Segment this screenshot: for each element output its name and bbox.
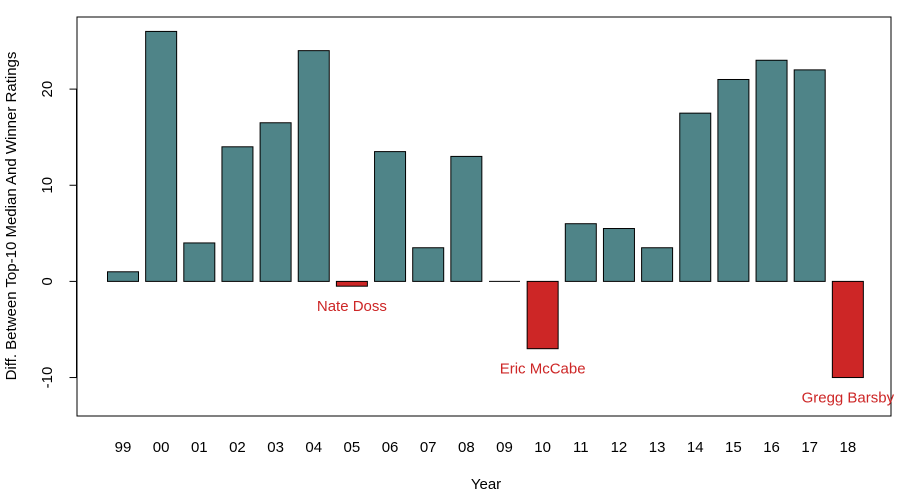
x-tick-label-06: 06 — [382, 439, 399, 456]
bar-01 — [183, 242, 216, 282]
annotation-10: Eric McCabe — [500, 361, 586, 378]
bar-08 — [450, 155, 483, 282]
x-tick-labels: 99 00 01 02 03 04 05 06 07 08 09 10 11 12 13 14 15 16 17 18 — [115, 439, 857, 456]
x-tick-label-03: 03 — [267, 439, 284, 456]
y-tick-label: 10 — [39, 177, 56, 194]
bar-04 — [297, 50, 330, 282]
x-tick-label-07: 07 — [420, 439, 437, 456]
bar-02 — [221, 146, 254, 282]
bar-11 — [564, 223, 597, 282]
x-tick-label-02: 02 — [229, 439, 246, 456]
y-tick-label: 0 — [39, 277, 56, 285]
annotation-18: Gregg Barsby — [802, 390, 895, 407]
x-tick-label-08: 08 — [458, 439, 475, 456]
annotations: Nate Doss Eric McCabe Gregg Barsby — [317, 298, 895, 406]
bar-16 — [755, 59, 788, 282]
x-tick-label-13: 13 — [649, 439, 666, 456]
x-tick-label-16: 16 — [763, 439, 780, 456]
x-tick-label-99: 99 — [115, 439, 132, 456]
x-tick-label-01: 01 — [191, 439, 208, 456]
y-axis: -10 0 10 20 — [39, 81, 77, 389]
bars — [107, 30, 864, 379]
x-tick-label-15: 15 — [725, 439, 742, 456]
bar-05 — [335, 280, 368, 287]
x-tick-label-14: 14 — [687, 439, 704, 456]
x-tick-label-12: 12 — [611, 439, 628, 456]
y-axis-label: Diff. Between Top-10 Median And Winner R… — [3, 52, 20, 381]
x-tick-label-11: 11 — [573, 439, 589, 456]
bar-15 — [717, 78, 750, 282]
x-tick-label-18: 18 — [840, 439, 857, 456]
x-tick-label-04: 04 — [305, 439, 322, 456]
annotation-05: Nate Doss — [317, 298, 387, 315]
bar-13 — [641, 247, 674, 282]
x-axis-label: Year — [471, 476, 501, 493]
bar-18 — [831, 280, 864, 379]
x-tick-label-17: 17 — [801, 439, 818, 456]
y-tick-label: -10 — [39, 367, 56, 389]
x-tick-label-10: 10 — [534, 439, 551, 456]
bar-99 — [107, 271, 139, 282]
bar-06 — [374, 151, 407, 282]
bar-07 — [412, 247, 445, 282]
x-tick-label-05: 05 — [344, 439, 361, 456]
bar-17 — [793, 69, 826, 282]
bar-00 — [145, 30, 178, 282]
x-tick-label-00: 00 — [153, 439, 170, 456]
y-tick-label: 20 — [39, 81, 56, 98]
bar-14 — [679, 112, 712, 282]
bar-10 — [526, 280, 559, 350]
bar-12 — [602, 228, 635, 282]
x-tick-label-09: 09 — [496, 439, 513, 456]
bar-03 — [259, 122, 292, 282]
